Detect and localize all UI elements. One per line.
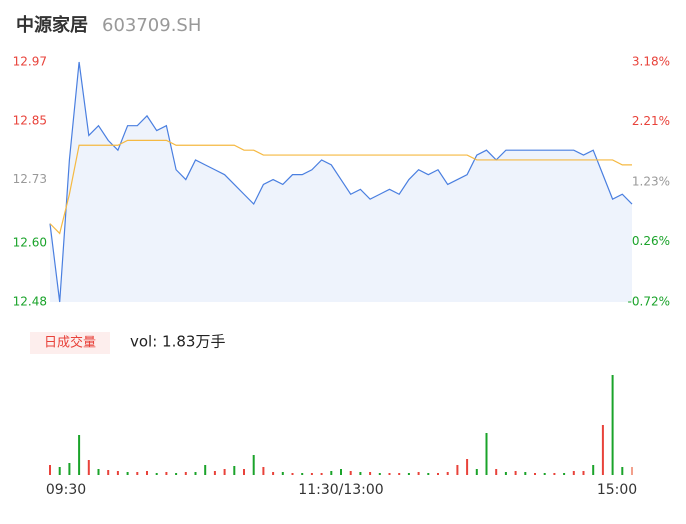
y-tick-label: 12.60 <box>13 236 47 250</box>
price-line <box>49 61 633 303</box>
volume-bar <box>301 473 304 475</box>
volume-bar <box>407 473 410 475</box>
volume-bar <box>107 470 110 475</box>
volume-bar <box>534 473 536 475</box>
volume-badge <box>30 332 110 354</box>
volume-bar <box>466 459 469 475</box>
volume-bar <box>504 472 507 475</box>
volume-bar <box>398 473 401 475</box>
volume-bar <box>146 471 148 475</box>
volume-bar <box>87 460 90 475</box>
volume-bar <box>427 473 430 475</box>
stock-name: 中源家居 <box>16 14 88 36</box>
volume-bar <box>175 473 178 475</box>
volume-bar <box>563 473 566 475</box>
volume-text: vol: 1.83万手 <box>130 333 225 351</box>
volume-bar <box>291 473 294 475</box>
volume-bar <box>49 465 51 475</box>
y2-tick-label: 3.18% <box>632 55 670 69</box>
volume-bar <box>592 465 595 475</box>
volume-bar <box>310 473 313 475</box>
volume-bar <box>621 467 624 475</box>
volume-bar <box>437 473 439 475</box>
volume-bar <box>116 471 119 475</box>
volume-bar <box>233 466 236 475</box>
x-tick-label: 15:00 <box>597 482 637 498</box>
volume-label: 日成交量 <box>44 335 96 351</box>
volume-bar <box>155 473 158 475</box>
volume-bar <box>514 471 517 475</box>
volume-bar <box>320 473 323 475</box>
volume-bar <box>213 471 216 475</box>
volume-bar <box>330 471 333 475</box>
volume-bar <box>524 472 527 475</box>
volume-bar <box>340 469 342 475</box>
y-tick-label: 12.73 <box>13 172 47 186</box>
volume-bar <box>136 472 139 475</box>
y-tick-label: 12.85 <box>13 113 47 127</box>
volume-bar <box>417 472 420 475</box>
volume-bar <box>611 375 614 475</box>
volume-bar <box>194 472 197 475</box>
volume-bar <box>243 469 245 475</box>
volume-bar <box>553 473 556 475</box>
volume-bar <box>543 473 546 475</box>
volume-bar <box>485 433 488 475</box>
y2-tick-label: -0.72% <box>628 295 670 309</box>
volume-bar <box>272 472 275 475</box>
volume-bar <box>475 469 478 475</box>
volume-bar <box>631 467 633 475</box>
volume-bar <box>582 471 585 475</box>
volume-bar <box>359 472 362 475</box>
y2-tick-label: 0.26% <box>632 234 670 248</box>
volume-bar <box>572 471 575 475</box>
volume-bar <box>126 472 129 475</box>
volume-bar <box>369 472 372 475</box>
volume-bar <box>495 469 498 475</box>
price-area <box>50 62 632 302</box>
volume-bar <box>68 463 71 475</box>
y2-tick-label: 2.21% <box>632 114 670 128</box>
volume-bar <box>378 473 381 475</box>
y-tick-label: 12.97 <box>13 55 47 69</box>
volume-bar <box>223 469 226 475</box>
volume-bar <box>388 473 391 475</box>
volume-bar <box>58 467 61 475</box>
volume-bar <box>262 467 265 475</box>
x-tick-label: 09:30 <box>46 482 86 498</box>
volume-bar <box>78 435 81 475</box>
y2-tick-label: 1.23% <box>632 175 670 189</box>
volume-bar <box>165 472 168 475</box>
volume-bar <box>184 472 187 475</box>
volume-bar <box>456 465 459 475</box>
average-line <box>49 139 632 235</box>
volume-bar <box>446 472 449 475</box>
volume-bar <box>349 471 352 475</box>
stock-code: 603709.SH <box>102 15 201 36</box>
volume-bar <box>601 425 604 475</box>
volume-bar <box>97 469 100 475</box>
y-tick-label: 12.48 <box>13 295 47 309</box>
volume-bar <box>252 455 255 475</box>
volume-bar <box>281 472 284 475</box>
volume-bar <box>204 465 207 475</box>
x-tick-label: 11:30/13:00 <box>298 482 383 498</box>
